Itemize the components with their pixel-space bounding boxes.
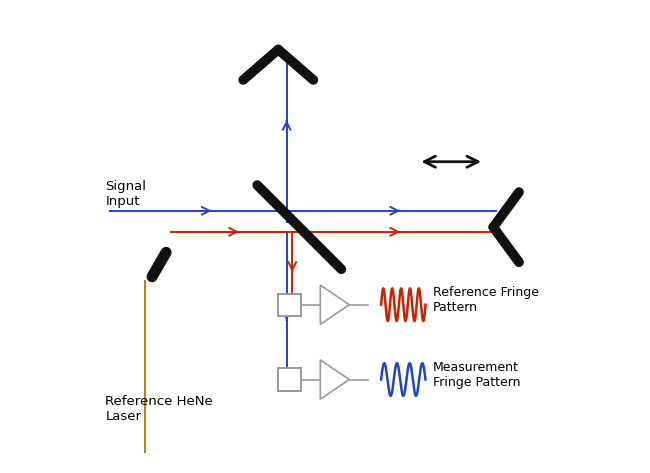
Polygon shape [320,360,349,399]
Polygon shape [320,285,349,324]
Text: Reference Fringe
Pattern: Reference Fringe Pattern [432,286,538,314]
Bar [278,368,301,391]
Text: Measurement
Fringe Pattern: Measurement Fringe Pattern [432,361,520,389]
Text: Signal
Input: Signal Input [105,180,146,209]
Bar [278,294,301,316]
Text: Reference HeNe
Laser: Reference HeNe Laser [105,395,213,423]
